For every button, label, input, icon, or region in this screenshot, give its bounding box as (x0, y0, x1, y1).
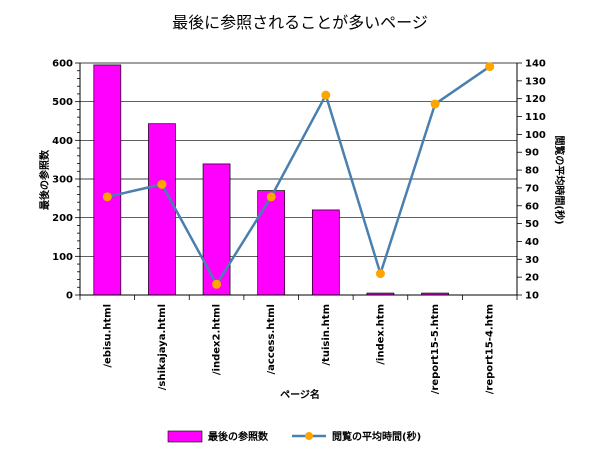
line-series (102, 62, 495, 289)
bar (257, 190, 286, 296)
line-point (266, 192, 276, 202)
line-point (321, 90, 331, 100)
right-axis-ticks: 10 20 30 40 50 60 70 80 90 100 110 120 130 140 (517, 59, 546, 302)
left-axis-ticks: 0 100 200 300 400 500 600 (52, 59, 80, 302)
x-tick-label: /report15-4.htm (485, 304, 496, 394)
right-tick-label: 80 (525, 166, 539, 177)
bar (202, 163, 231, 296)
right-tick-label: 130 (525, 76, 546, 87)
x-axis-label: ページ名 (280, 388, 320, 401)
x-tick-label: /tuisin.htm (321, 304, 332, 366)
legend: 最後の参照数 閲覧の平均時間(秒) (167, 430, 421, 443)
line-point (430, 99, 440, 109)
left-tick-label: 0 (66, 291, 73, 302)
right-tick-label: 140 (525, 59, 546, 70)
bar (148, 123, 176, 296)
line-point (157, 179, 167, 189)
legend-line-marker (305, 432, 313, 440)
right-tick-label: 70 (525, 183, 539, 194)
line-point (375, 269, 385, 279)
left-tick-label: 400 (52, 136, 73, 147)
right-tick-label: 60 (525, 201, 539, 212)
line-point (212, 279, 222, 289)
right-tick-label: 20 (525, 273, 539, 284)
left-tick-label: 200 (52, 213, 73, 224)
left-tick-label: 100 (52, 252, 73, 263)
x-tick-label: /shikajaya.html (157, 304, 168, 390)
y-left-axis-label: 最後の参照数 (38, 149, 51, 210)
right-tick-label: 50 (525, 219, 539, 230)
x-tick-label: /ebisu.html (102, 304, 113, 368)
bar (311, 209, 340, 296)
legend-bar-label: 最後の参照数 (208, 430, 269, 443)
line-path (107, 65, 491, 287)
right-tick-label: 110 (525, 112, 546, 123)
left-tick-label: 300 (52, 175, 73, 186)
line-point (102, 192, 112, 202)
left-tick-label: 600 (52, 59, 73, 70)
right-tick-label: 40 (525, 237, 539, 248)
left-tick-label: 500 (52, 97, 73, 108)
bar (93, 64, 122, 296)
bar-series (93, 64, 449, 296)
right-tick-label: 100 (525, 130, 546, 141)
right-tick-label: 30 (525, 255, 539, 266)
right-tick-label: 90 (525, 148, 539, 159)
chart-title: 最後に参照されることが多いページ (172, 13, 428, 32)
right-tick-label: 120 (525, 94, 546, 105)
x-axis-ticks: /ebisu.html/shikajaya.html/index2.html/a… (79, 295, 518, 394)
x-tick-label: /index2.html (212, 304, 223, 375)
x-tick-label: /report15-5.htm (430, 304, 441, 394)
x-tick-label: /access.html (266, 304, 277, 375)
legend-bar-swatch (167, 430, 203, 443)
legend-line-label: 閲覧の平均時間(秒) (332, 430, 421, 443)
line-point (485, 62, 495, 72)
right-tick-label: 10 (525, 291, 539, 302)
y-right-axis-label: 閲覧の平均時間(秒) (553, 135, 566, 224)
x-tick-label: /index.htm (375, 304, 386, 365)
